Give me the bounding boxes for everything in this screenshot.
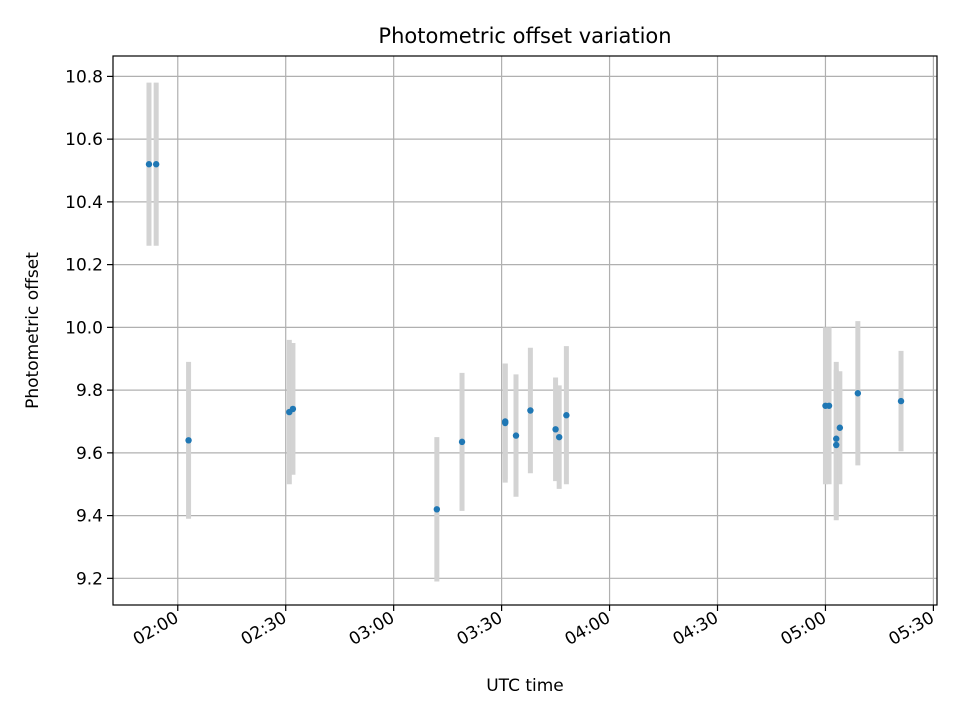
- x-tick-label: 03:30: [454, 608, 506, 650]
- x-tick-label: 03:00: [346, 608, 398, 650]
- data-point: [433, 506, 441, 513]
- y-tick-label: 10.0: [65, 318, 103, 338]
- data-point: [833, 435, 840, 442]
- data-point: [502, 419, 509, 427]
- y-tick-label: 9.4: [76, 507, 103, 527]
- y-tick-label: 9.6: [76, 444, 103, 464]
- y-tick-label: 9.8: [76, 381, 103, 401]
- data-point: [563, 412, 570, 419]
- data-point: [512, 432, 520, 439]
- x-tick-label: 02:30: [238, 608, 290, 650]
- x-tick-label: 02:00: [130, 608, 182, 650]
- data-point: [555, 433, 563, 441]
- data-point: [833, 441, 840, 449]
- x-tick-label: 05:00: [778, 608, 830, 650]
- data-point: [185, 437, 192, 444]
- y-axis-label: Photometric offset: [23, 252, 43, 409]
- y-tick-label: 9.2: [76, 569, 103, 589]
- y-tick-label: 10.8: [65, 67, 103, 87]
- x-axis-label: UTC time: [486, 676, 564, 696]
- y-tick-label: 10.6: [65, 130, 103, 150]
- x-tick-label: 04:30: [670, 608, 722, 650]
- x-tick-label: 04:00: [562, 608, 614, 650]
- plot-frame: [112, 55, 938, 606]
- y-tick-label: 10.4: [65, 193, 103, 213]
- x-tick-label: 05:30: [885, 608, 937, 650]
- data-point: [854, 390, 862, 397]
- data-point: [145, 161, 153, 168]
- data-point: [458, 438, 466, 446]
- chart-title: Photometric offset variation: [378, 24, 671, 48]
- data-point: [825, 402, 833, 409]
- data-point: [527, 407, 534, 414]
- data-points: [145, 161, 905, 513]
- data-point: [552, 426, 559, 433]
- y-tick-label: 10.2: [65, 256, 103, 276]
- grid-lines: [113, 56, 937, 605]
- error-bars: [146, 82, 904, 582]
- data-point: [152, 161, 160, 168]
- data-point: [836, 424, 844, 431]
- data-point: [897, 397, 905, 405]
- data-point: [289, 405, 297, 413]
